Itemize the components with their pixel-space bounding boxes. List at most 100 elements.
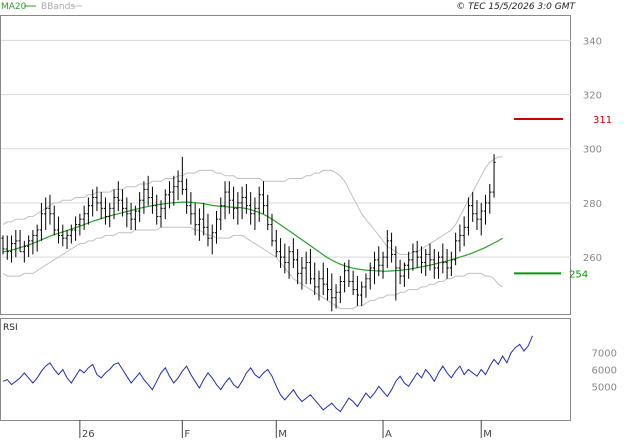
ohlc-bar [257, 186, 261, 222]
level-label-254: 254 [569, 269, 588, 280]
ohlc-bar [454, 232, 458, 266]
ohlc-bar [99, 192, 103, 220]
ohlc-bar [343, 262, 347, 293]
ohlc-bar [240, 186, 244, 220]
ohlc-bar [22, 240, 26, 263]
ohlc-bar [35, 224, 39, 252]
legend-ma20: MA20 [1, 2, 27, 12]
source-credit: © TEC 15/5/2026 3:0 GMT [456, 2, 576, 12]
rsi-title: RSI [3, 323, 18, 333]
price-y-axis: 260 280 300 320 340 [583, 36, 602, 264]
ohlc-bar [471, 192, 475, 222]
ohlc-bar [488, 183, 492, 214]
ohlc-bar [351, 270, 355, 296]
ohlc-bar [317, 270, 321, 301]
ohlc-bar [283, 243, 287, 274]
ohlc-bar [428, 243, 432, 271]
ohlc-bar [266, 194, 270, 231]
ohlc-bar [436, 251, 441, 279]
ohlc-bar [394, 246, 398, 301]
level-label-311: 311 [593, 115, 612, 126]
ohlc-bar [236, 192, 240, 225]
rsi-y-tick-label: 7000 [592, 349, 617, 360]
ohlc-bar [287, 246, 291, 279]
ohlc-bar [78, 213, 82, 236]
ohlc-bar [193, 202, 197, 236]
ohlc-bar [492, 154, 496, 198]
ohlc-bar [185, 178, 189, 214]
ohlc-bar [419, 246, 424, 274]
ohlc-bar [330, 273, 334, 312]
ohlc-bar [9, 235, 14, 263]
ma20-polyline [2, 201, 503, 272]
ohlc-bar [411, 243, 415, 271]
ohlc-bar [61, 224, 65, 247]
ohlc-bar [206, 213, 210, 247]
price-y-tick-label: 320 [583, 91, 602, 102]
ohlc-bar [176, 170, 180, 201]
ohlc-bar [18, 230, 22, 253]
ohlc-bar [150, 186, 155, 214]
ohlc-bar [432, 248, 436, 279]
ohlc-bar [167, 181, 172, 209]
ohlc-bar [65, 230, 69, 249]
ohlc-bar [334, 284, 338, 309]
price-levels: 311 254 [514, 115, 612, 280]
ohlc-bar [14, 230, 18, 258]
ohlc-bar [129, 202, 133, 231]
rsi-y-tick-label: 5000 [592, 382, 617, 393]
ohlc-bar [1, 235, 5, 255]
ohlc-bar [146, 175, 150, 206]
ohlc-bar [231, 186, 236, 220]
ohlc-bar [133, 205, 137, 231]
ohlc-bar [475, 200, 479, 231]
ohlc-bar [278, 238, 283, 268]
ohlc-bar [441, 243, 445, 274]
ohlc-bar [274, 230, 278, 258]
ohlc-bar [159, 200, 163, 228]
ohlc-bar [82, 205, 86, 231]
ohlc-bar [142, 181, 146, 214]
ohlc-bar [249, 192, 253, 225]
ohlc-bar [261, 181, 266, 214]
ohlc-bar [360, 281, 364, 306]
ohlc-bar [189, 192, 193, 225]
ohlc-bar [253, 197, 257, 231]
ohlc-bar [86, 197, 90, 225]
x-tick-label: A [385, 429, 392, 440]
ohlc-bar [449, 251, 453, 277]
price-y-tick-label: 260 [583, 253, 602, 264]
ohlc-bar [389, 232, 394, 263]
ohlc-bar [39, 202, 44, 241]
ohlc-bar [103, 197, 108, 225]
ohlc-bar [210, 224, 214, 255]
ohlc-bar [31, 230, 35, 255]
ohlc-bar [120, 189, 125, 217]
ohlc-bar [125, 197, 129, 228]
ohlc-bar [466, 197, 471, 236]
ohlc-bar [48, 194, 52, 225]
ohlc-bar [112, 189, 116, 220]
x-tick-label: M [278, 429, 287, 440]
ohlc-bar [347, 259, 351, 287]
ohlc-bar [223, 181, 227, 220]
price-y-tick-label: 340 [583, 36, 602, 47]
ohlc-bar [415, 240, 419, 268]
ohlc-bar [56, 216, 61, 244]
ohlc-bar [300, 257, 304, 290]
rsi-y-tick-label: 6000 [592, 366, 617, 377]
ohlc-bar [398, 259, 402, 285]
ohlc-bar [69, 224, 73, 244]
ohlc-bar [116, 181, 120, 212]
ohlc-bar [214, 211, 219, 244]
ohlc-bar [180, 156, 184, 195]
ohlc-bar [402, 262, 406, 287]
ohlc-bar [483, 194, 488, 225]
ohlc-bar [424, 248, 428, 277]
ohlc-bar [368, 262, 372, 290]
ohlc-bar [458, 224, 462, 252]
price-y-tick-label: 280 [583, 199, 602, 210]
ohlc-bar [73, 216, 78, 241]
ohlc-bar [52, 205, 56, 236]
